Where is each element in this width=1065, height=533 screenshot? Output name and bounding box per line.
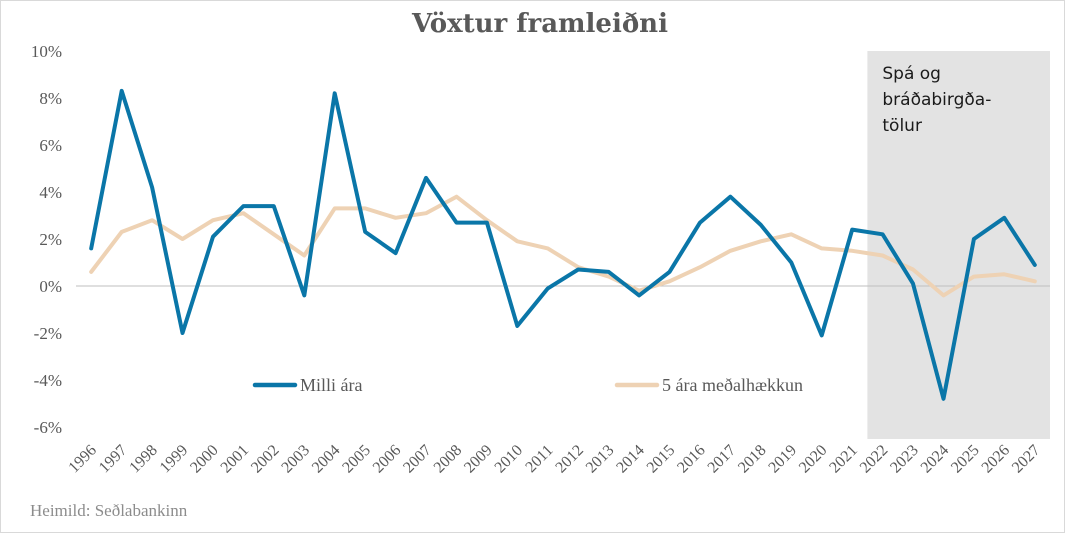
series-line-5-ara-medalhaekkun (89, 194, 1037, 298)
forecast-label-line: Spá og (882, 64, 941, 84)
y-tick-label: 2% (39, 230, 62, 249)
x-tick-label: 2004 (309, 442, 344, 477)
x-tick-label: 2014 (613, 442, 648, 477)
y-tick-label: 10% (31, 42, 62, 61)
x-tick-label: 2010 (492, 442, 527, 477)
x-tick-label: 2001 (218, 442, 253, 477)
x-tick-label: 2023 (887, 442, 922, 477)
legend-label-5-ara: 5 ára meðalhækkun (662, 375, 803, 395)
x-tick-label: 2025 (948, 442, 983, 477)
y-tick-label: 6% (39, 136, 62, 155)
x-tick-label: 1996 (65, 442, 100, 477)
x-tick-label: 2026 (979, 442, 1014, 477)
y-tick-label: -4% (34, 371, 62, 390)
x-tick-label: 2024 (918, 442, 953, 477)
x-tick-label: 2006 (370, 442, 405, 477)
chart-title: Vöxtur framleiðni (411, 9, 668, 39)
y-tick-label: -2% (34, 324, 62, 343)
x-tick-label: 2002 (248, 442, 283, 477)
x-tick-label: 2015 (644, 442, 679, 477)
x-tick-label: 2019 (765, 442, 800, 477)
x-tick-label: 2020 (796, 442, 831, 477)
x-tick-label: 2016 (674, 442, 709, 477)
x-tick-label: 2007 (400, 442, 435, 477)
series-line-milli-ara (89, 88, 1037, 401)
y-axis: 10% 8% 6% 4% 2% 0% -2% -4% -6% (31, 42, 62, 437)
x-tick-label: 2013 (583, 442, 618, 477)
legend-label-milli-ara: Milli ára (300, 375, 362, 395)
x-tick-label: 2008 (431, 442, 466, 477)
legend: Milli ára 5 ára meðalhækkun (252, 375, 803, 395)
forecast-label-line: tölur (882, 116, 922, 136)
x-tick-label: 1999 (157, 442, 192, 477)
x-tick-label: 2027 (1009, 442, 1044, 477)
x-tick-label: 2012 (552, 442, 587, 477)
x-tick-label: 2022 (857, 442, 892, 477)
x-tick-label: 2017 (705, 442, 740, 477)
x-axis: 1996199719981999200020012002200320042005… (65, 442, 1043, 477)
source-note: Heimild: Seðlabankinn (30, 501, 188, 520)
y-tick-label: -6% (34, 418, 62, 437)
x-tick-label: 1998 (126, 442, 161, 477)
forecast-label-line: bráðabirgða- (882, 90, 991, 110)
y-tick-label: 0% (39, 277, 62, 296)
x-tick-label: 1997 (96, 442, 131, 477)
x-tick-label: 2005 (339, 442, 374, 477)
x-tick-label: 2000 (187, 442, 222, 477)
y-tick-label: 8% (39, 89, 62, 108)
x-tick-label: 2009 (461, 442, 496, 477)
y-tick-label: 4% (39, 183, 62, 202)
x-tick-label: 2011 (522, 442, 556, 476)
x-tick-label: 2018 (735, 442, 770, 477)
forecast-region: Spá og bráðabirgða-tölur (867, 51, 1050, 439)
x-tick-label: 2003 (278, 442, 313, 477)
x-tick-label: 2021 (826, 442, 861, 477)
series-lines (89, 88, 1037, 401)
